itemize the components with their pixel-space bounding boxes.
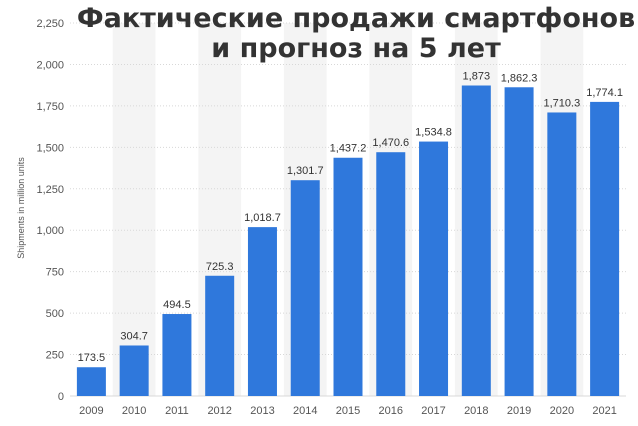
data-label: 304.7 xyxy=(120,330,148,342)
data-label: 1,774.1 xyxy=(586,87,623,99)
bar xyxy=(419,141,449,396)
bars xyxy=(76,85,620,397)
bar xyxy=(376,152,406,396)
y-tick-label: 0 xyxy=(58,391,64,403)
data-label: 1,018.7 xyxy=(244,212,281,224)
x-tick-label: 2011 xyxy=(165,405,189,417)
data-label: 1,534.8 xyxy=(415,127,452,139)
data-label: 1,710.3 xyxy=(543,97,580,109)
y-tick-label: 2,000 xyxy=(36,59,64,71)
y-axis-ticks: 0 250 500 750 1,000 1,250 1,500 1,750 2,000 2,250 xyxy=(36,18,64,403)
y-tick-label: 250 xyxy=(46,350,64,362)
data-label: 1,301.7 xyxy=(287,165,324,177)
bar xyxy=(333,157,363,396)
bar xyxy=(547,112,577,396)
data-label: 494.5 xyxy=(163,299,191,311)
data-label: 1,470.6 xyxy=(372,137,409,149)
chart-title-line-2: и прогноз на 5 лет xyxy=(211,33,501,64)
data-label: 725.3 xyxy=(206,261,234,273)
y-tick-label: 1,750 xyxy=(36,101,64,113)
x-tick-label: 2012 xyxy=(207,405,231,417)
y-tick-label: 1,000 xyxy=(36,225,64,237)
bar xyxy=(590,101,620,396)
x-tick-label: 2014 xyxy=(293,405,317,417)
bar xyxy=(247,227,277,396)
x-tick-label: 2016 xyxy=(379,405,403,417)
x-tick-label: 2009 xyxy=(79,405,103,417)
x-tick-label: 2010 xyxy=(122,405,146,417)
x-tick-label: 2018 xyxy=(464,405,488,417)
x-tick-label: 2013 xyxy=(250,405,274,417)
data-labels: 173.5 304.7 494.5 725.3 1,018.7 1,301.7 1,437.… xyxy=(78,70,623,364)
data-label: 1,862.3 xyxy=(501,72,538,84)
bar xyxy=(119,345,149,396)
bar xyxy=(461,85,491,396)
data-label: 173.5 xyxy=(78,352,106,364)
y-axis-label: Shipments in million units xyxy=(16,157,26,259)
bar xyxy=(504,87,534,397)
y-tick-label: 1,250 xyxy=(36,184,64,196)
y-tick-label: 500 xyxy=(46,308,64,320)
x-tick-label: 2017 xyxy=(421,405,445,417)
bar xyxy=(290,180,320,396)
x-tick-label: 2019 xyxy=(507,405,531,417)
y-tick-label: 1,500 xyxy=(36,142,64,154)
y-tick-label: 750 xyxy=(46,267,64,279)
data-label: 1,437.2 xyxy=(330,143,367,155)
data-label: 1,873 xyxy=(463,70,491,82)
x-tick-label: 2020 xyxy=(550,405,574,417)
column-band xyxy=(112,23,156,396)
x-tick-label: 2021 xyxy=(592,405,616,417)
x-tick-label: 2015 xyxy=(336,405,360,417)
bar xyxy=(162,314,192,396)
bar xyxy=(76,367,106,396)
y-tick-label: 2,250 xyxy=(36,18,64,30)
x-axis-ticks: 2009 2010 2011 2012 2013 2014 2015 2016 2017 2018… xyxy=(79,405,617,417)
bar xyxy=(205,275,235,396)
chart-title-line-1: Фактические продажи смартфонов xyxy=(77,3,635,34)
